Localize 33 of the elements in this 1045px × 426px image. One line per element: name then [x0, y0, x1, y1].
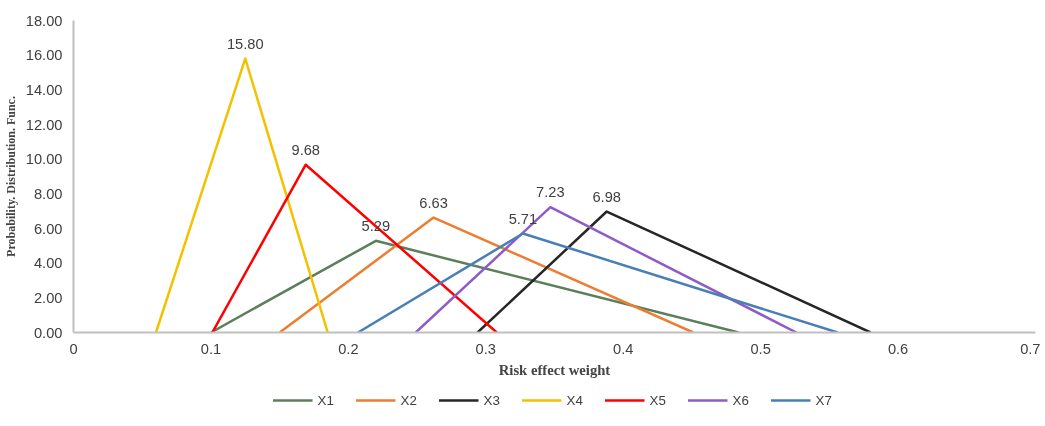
x-axis-title: Risk effect weight	[498, 361, 611, 378]
legend-label: X1	[317, 392, 335, 408]
legend-label: X5	[649, 392, 667, 408]
y-tick-label: 10.00	[25, 151, 63, 168]
data-label: 9.68	[291, 141, 321, 158]
y-tick-label: 0.00	[33, 324, 63, 341]
data-label: 7.23	[536, 184, 565, 201]
legend-label: X7	[815, 392, 833, 408]
legend-label: X4	[566, 392, 584, 408]
y-tick-label: 18.00	[25, 12, 63, 29]
data-label: 6.63	[419, 194, 448, 211]
data-label: 5.71	[508, 210, 538, 227]
x-tick-label: 0.3	[475, 340, 496, 357]
legend-label: X2	[400, 392, 418, 408]
x-tick-label: 0	[69, 340, 78, 357]
x-tick-label: 0.5	[750, 340, 771, 357]
y-tick-label: 16.00	[25, 47, 63, 64]
y-tick-label: 8.00	[33, 185, 63, 202]
x-tick-label: 0.1	[200, 340, 222, 357]
y-axis-title: Probability. Distribution. Func.	[3, 96, 18, 257]
y-tick-label: 4.00	[33, 255, 63, 272]
legend-label: X6	[732, 392, 750, 408]
y-tick-label: 6.00	[33, 220, 63, 237]
x-tick-label: 0.2	[338, 340, 359, 357]
legend-label: X3	[483, 392, 501, 408]
x-tick-label: 0.6	[887, 340, 909, 357]
y-tick-label: 12.00	[25, 116, 63, 133]
data-label: 15.80	[226, 35, 264, 52]
x-tick-label: 0.7	[1020, 340, 1041, 357]
data-label: 6.98	[592, 188, 621, 205]
x-tick-label: 0.4	[613, 340, 634, 357]
y-tick-label: 2.00	[33, 289, 63, 306]
y-tick-label: 14.00	[25, 81, 63, 98]
